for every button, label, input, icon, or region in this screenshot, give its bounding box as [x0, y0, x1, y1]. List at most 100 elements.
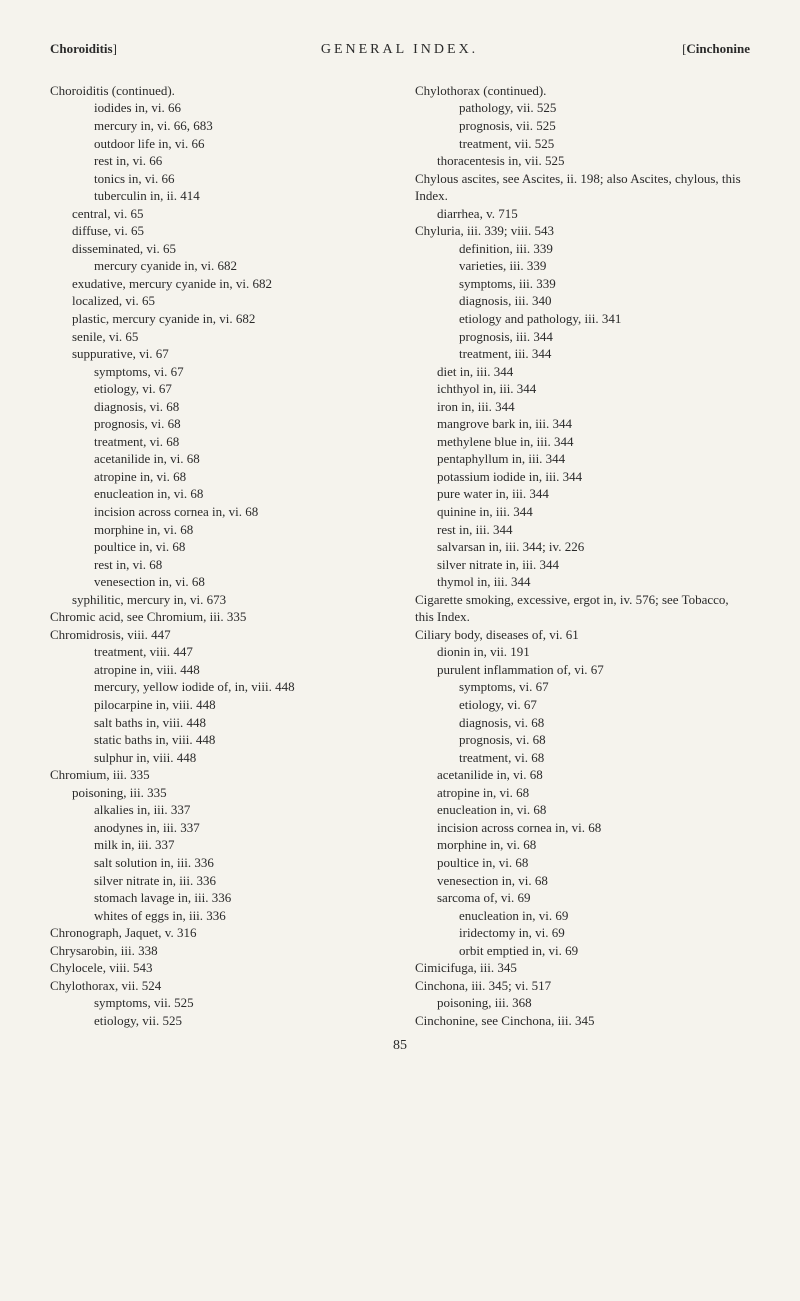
index-entry: symptoms, vi. 67: [94, 363, 385, 381]
index-entry: central, vi. 65: [72, 205, 385, 223]
index-entry: whites of eggs in, iii. 336: [94, 907, 385, 925]
index-entry: thoracentesis in, vii. 525: [437, 152, 750, 170]
index-entry: atropine in, vi. 68: [94, 468, 385, 486]
index-entry: atropine in, viii. 448: [94, 661, 385, 679]
index-entry: purulent inflammation of, vi. 67: [437, 661, 750, 679]
index-entry: prognosis, vi. 68: [94, 415, 385, 433]
index-entry: Chylothorax (continued).: [415, 82, 750, 100]
index-entry: diagnosis, vi. 68: [94, 398, 385, 416]
index-entry: prognosis, iii. 344: [459, 328, 750, 346]
index-entry: etiology, vi. 67: [94, 380, 385, 398]
index-columns: Choroiditis (continued).iodides in, vi. …: [50, 82, 750, 1030]
index-entry: quinine in, iii. 344: [437, 503, 750, 521]
index-entry: Chylocele, viii. 543: [50, 959, 385, 977]
index-entry: rest in, iii. 344: [437, 521, 750, 539]
index-entry: potassium iodide in, iii. 344: [437, 468, 750, 486]
index-entry: senile, vi. 65: [72, 328, 385, 346]
index-entry: salvarsan in, iii. 344; iv. 226: [437, 538, 750, 556]
index-entry: tonics in, vi. 66: [94, 170, 385, 188]
index-entry: Chyluria, iii. 339; viii. 543: [415, 222, 750, 240]
index-entry: enucleation in, vi. 69: [459, 907, 750, 925]
index-entry: mercury cyanide in, vi. 682: [94, 257, 385, 275]
index-entry: plastic, mercury cyanide in, vi. 682: [72, 310, 385, 328]
index-entry: etiology, vii. 525: [94, 1012, 385, 1030]
index-entry: rest in, vi. 68: [94, 556, 385, 574]
page-header: Choroiditis GENERAL INDEX. Cinchonine: [50, 40, 750, 60]
index-entry: poultice in, vi. 68: [437, 854, 750, 872]
header-center: GENERAL INDEX.: [321, 41, 478, 60]
index-entry: acetanilide in, vi. 68: [437, 766, 750, 784]
index-entry: venesection in, vi. 68: [437, 872, 750, 890]
index-entry: anodynes in, iii. 337: [94, 819, 385, 837]
index-entry: etiology, vi. 67: [459, 696, 750, 714]
index-entry: etiology and pathology, iii. 341: [459, 310, 750, 328]
index-entry: Chromidrosis, viii. 447: [50, 626, 385, 644]
index-entry: pure water in, iii. 344: [437, 485, 750, 503]
index-entry: Chromic acid, see Chromium, iii. 335: [50, 608, 385, 626]
index-entry: Ciliary body, diseases of, vi. 61: [415, 626, 750, 644]
index-entry: mangrove bark in, iii. 344: [437, 415, 750, 433]
index-entry: poisoning, iii. 368: [437, 994, 750, 1012]
index-entry: ichthyol in, iii. 344: [437, 380, 750, 398]
index-entry: stomach lavage in, iii. 336: [94, 889, 385, 907]
index-entry: sarcoma of, vi. 69: [437, 889, 750, 907]
header-right: Cinchonine: [682, 40, 750, 58]
index-entry: salt baths in, viii. 448: [94, 714, 385, 732]
index-entry: treatment, vi. 68: [459, 749, 750, 767]
index-entry: rest in, vi. 66: [94, 152, 385, 170]
index-entry: Chrysarobin, iii. 338: [50, 942, 385, 960]
index-entry: mercury in, vi. 66, 683: [94, 117, 385, 135]
index-entry: sulphur in, viii. 448: [94, 749, 385, 767]
index-entry: incision across cornea in, vi. 68: [94, 503, 385, 521]
index-entry: salt solution in, iii. 336: [94, 854, 385, 872]
index-entry: symptoms, vii. 525: [94, 994, 385, 1012]
index-entry: Cinchona, iii. 345; vi. 517: [415, 977, 750, 995]
index-entry: symptoms, vi. 67: [459, 678, 750, 696]
index-entry: disseminated, vi. 65: [72, 240, 385, 258]
index-entry: Chronograph, Jaquet, v. 316: [50, 924, 385, 942]
index-entry: Chromium, iii. 335: [50, 766, 385, 784]
index-entry: enucleation in, vi. 68: [437, 801, 750, 819]
left-column: Choroiditis (continued).iodides in, vi. …: [50, 82, 385, 1030]
index-entry: prognosis, vi. 68: [459, 731, 750, 749]
index-entry: incision across cornea in, vi. 68: [437, 819, 750, 837]
index-entry: poisoning, iii. 335: [72, 784, 385, 802]
index-entry: milk in, iii. 337: [94, 836, 385, 854]
index-entry: symptoms, iii. 339: [459, 275, 750, 293]
page-number: 85: [50, 1037, 750, 1056]
index-entry: diagnosis, iii. 340: [459, 292, 750, 310]
index-entry: treatment, viii. 447: [94, 643, 385, 661]
index-entry: treatment, vi. 68: [94, 433, 385, 451]
index-entry: syphilitic, mercury in, vi. 673: [72, 591, 385, 609]
index-entry: Choroiditis (continued).: [50, 82, 385, 100]
index-entry: diffuse, vi. 65: [72, 222, 385, 240]
index-entry: pentaphyllum in, iii. 344: [437, 450, 750, 468]
index-entry: iridectomy in, vi. 69: [459, 924, 750, 942]
index-entry: exudative, mercury cyanide in, vi. 682: [72, 275, 385, 293]
index-entry: dionin in, vii. 191: [437, 643, 750, 661]
index-entry: varieties, iii. 339: [459, 257, 750, 275]
index-entry: pilocarpine in, viii. 448: [94, 696, 385, 714]
index-entry: mercury, yellow iodide of, in, viii. 448: [94, 678, 385, 696]
right-column: Chylothorax (continued).pathology, vii. …: [415, 82, 750, 1030]
index-entry: prognosis, vii. 525: [459, 117, 750, 135]
index-entry: Chylothorax, vii. 524: [50, 977, 385, 995]
index-entry: diarrhea, v. 715: [437, 205, 750, 223]
index-entry: morphine in, vi. 68: [94, 521, 385, 539]
index-entry: localized, vi. 65: [72, 292, 385, 310]
index-entry: definition, iii. 339: [459, 240, 750, 258]
index-entry: suppurative, vi. 67: [72, 345, 385, 363]
index-entry: iron in, iii. 344: [437, 398, 750, 416]
index-entry: silver nitrate in, iii. 336: [94, 872, 385, 890]
index-entry: diagnosis, vi. 68: [459, 714, 750, 732]
index-entry: atropine in, vi. 68: [437, 784, 750, 802]
index-entry: iodides in, vi. 66: [94, 99, 385, 117]
index-entry: enucleation in, vi. 68: [94, 485, 385, 503]
index-entry: morphine in, vi. 68: [437, 836, 750, 854]
index-entry: pathology, vii. 525: [459, 99, 750, 117]
index-entry: treatment, vii. 525: [459, 135, 750, 153]
index-entry: silver nitrate in, iii. 344: [437, 556, 750, 574]
index-entry: treatment, iii. 344: [459, 345, 750, 363]
index-entry: Chylous ascites, see Ascites, ii. 198; a…: [415, 170, 750, 205]
index-entry: venesection in, vi. 68: [94, 573, 385, 591]
